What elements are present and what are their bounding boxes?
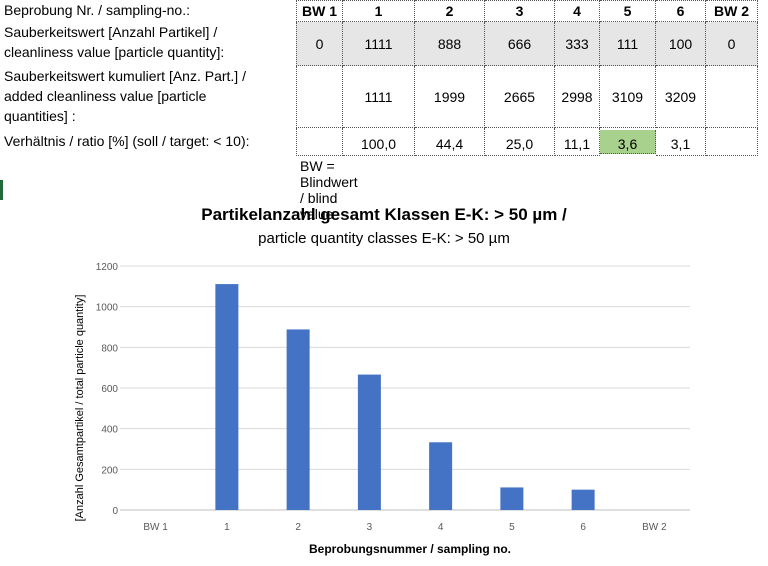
cell-added-4: 2998	[555, 66, 600, 128]
x-tick-label: 1	[224, 522, 230, 533]
cell-ratio-0	[296, 128, 343, 156]
cell-added-1: 1111	[343, 66, 415, 128]
cell-cleanliness-1: 1111	[343, 22, 415, 66]
cell-added-3: 2665	[485, 66, 555, 128]
bar	[357, 374, 381, 510]
cell-ratio-3: 25,0	[485, 128, 555, 156]
y-tick-label: 1200	[96, 262, 119, 273]
cell-headers-2: 2	[415, 0, 485, 22]
cell-cleanliness-6: 100	[656, 22, 706, 66]
bar	[571, 489, 595, 510]
x-tick-label: 6	[580, 522, 586, 533]
y-tick-label: 600	[101, 384, 118, 395]
x-tick-label: BW 2	[642, 522, 667, 533]
cell-headers-4: 4	[555, 0, 600, 22]
row-label-cleanliness-line2: cleanliness value [particle quantity]:	[4, 44, 225, 60]
blind-value-note: BW = Blindwert / blind value	[300, 158, 358, 222]
cell-cleanliness-3: 666	[485, 22, 555, 66]
y-tick-label: 1000	[96, 303, 119, 314]
x-tick-label: 3	[367, 522, 373, 533]
row-label-added-line1: Sauberkeitswert kumuliert [Anz. Part.] /	[4, 68, 246, 84]
cell-added-2: 1999	[415, 66, 485, 128]
bar	[215, 284, 239, 510]
cell-ratio-2: 44,4	[415, 128, 485, 156]
y-tick-label: 400	[101, 425, 118, 436]
cell-headers-1: 1	[343, 0, 415, 22]
y-tick-label: 200	[101, 465, 118, 476]
x-tick-label: 5	[509, 522, 515, 533]
bar	[286, 329, 310, 510]
row-label-sampling: Beprobung Nr. / sampling-no.:	[4, 2, 190, 18]
bar	[429, 442, 453, 510]
cell-cleanliness-0: 0	[296, 22, 343, 66]
cell-headers-7: BW 2	[706, 0, 758, 22]
cell-added-5: 3109	[600, 66, 656, 128]
bar	[500, 487, 524, 510]
cell-headers-0: BW 1	[296, 0, 343, 22]
cell-cleanliness-5: 111	[600, 22, 656, 66]
cell-ratio-7	[706, 128, 758, 156]
chart-title: Partikelanzahl gesamt Klassen E-K: > 50 …	[201, 205, 567, 224]
cell-added-6: 3209	[656, 66, 706, 128]
x-axis-title: Beprobungsnummer / sampling no.	[309, 542, 511, 556]
cell-ratio-1: 100,0	[343, 128, 415, 156]
cell-headers-6: 6	[656, 0, 706, 22]
row-label-added: Sauberkeitswert kumuliert [Anz. Part.] /…	[0, 66, 296, 128]
cell-cleanliness-2: 888	[415, 22, 485, 66]
y-tick-label: 800	[101, 343, 118, 354]
cell-headers-3: 3	[485, 0, 555, 22]
y-axis-title: [Anzahl Gesamtpartikel / total particle …	[74, 295, 86, 522]
row-label-added-line3: quantities] :	[4, 108, 76, 124]
cell-ratio-4: 11,1	[555, 128, 600, 156]
y-tick-label: 0	[112, 506, 118, 517]
row-label-added-line2: added cleanliness value [particle	[4, 88, 207, 104]
row-label-cleanliness: Sauberkeitswert [Anzahl Partikel] / clea…	[0, 22, 296, 66]
row-label-cleanliness-line1: Sauberkeitswert [Anzahl Partikel] /	[4, 24, 218, 40]
cell-ratio-5: 3,6	[600, 130, 656, 154]
cell-ratio-6: 3,1	[656, 128, 706, 156]
row-label-ratio: Verhältnis / ratio [%] (soll / target: <…	[4, 133, 250, 149]
cell-cleanliness-7: 0	[706, 22, 758, 66]
x-tick-label: BW 1	[143, 522, 168, 533]
chart-subtitle: particle quantity classes E-K: > 50 µm	[258, 230, 510, 247]
x-tick-label: 4	[438, 522, 444, 533]
cell-added-0	[296, 66, 343, 128]
bar-chart: 0 200 400 600 800 1000 1200 BW 1 1 2 3 4 5 6 BW 2 Bepro…	[74, 262, 690, 556]
cell-cleanliness-4: 333	[555, 22, 600, 66]
x-tick-label: 2	[295, 522, 301, 533]
sheet-edge-marker	[0, 180, 3, 200]
cell-headers-5: 5	[600, 0, 656, 22]
cell-added-7	[706, 66, 758, 128]
